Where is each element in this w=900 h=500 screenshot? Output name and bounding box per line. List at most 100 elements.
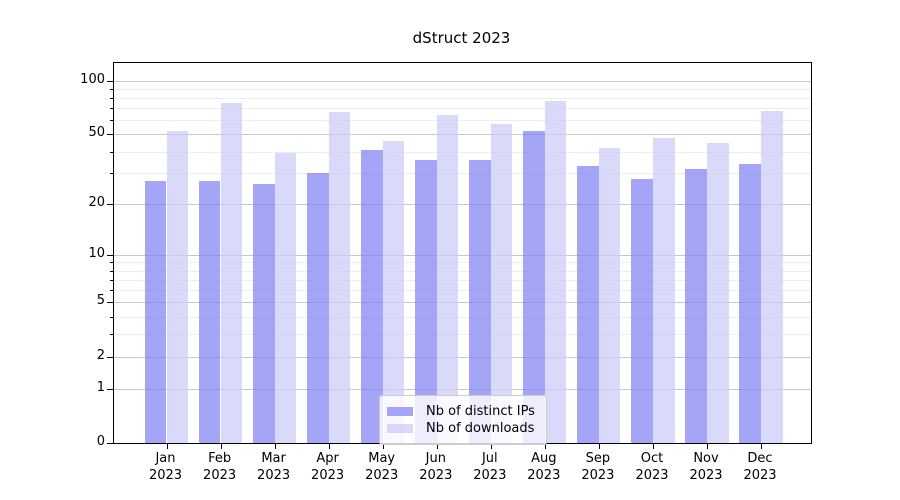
minor-gridline	[114, 173, 811, 175]
minor-gridline	[114, 270, 811, 272]
bar-distinct-ips	[307, 173, 329, 443]
legend-item-distinct-ips: Nb of distinct IPs	[387, 404, 536, 419]
major-gridline	[114, 134, 811, 136]
x-tick-label: Jun 2023	[419, 451, 453, 483]
major-gridline	[114, 302, 811, 304]
y-tick-label: 1	[96, 379, 105, 395]
y-major-tick	[107, 80, 113, 82]
y-major-tick	[107, 134, 113, 136]
x-tick-label: Jul 2023	[473, 451, 507, 483]
y-tick-label: 5	[96, 293, 105, 309]
x-tick	[328, 444, 330, 449]
legend-swatch-distinct-ips	[387, 407, 413, 416]
bar-downloads	[382, 140, 405, 443]
y-minor-tick	[110, 270, 113, 272]
bar-downloads	[490, 124, 513, 443]
bar-distinct-ips	[253, 184, 275, 443]
bar-downloads	[274, 153, 297, 443]
y-minor-tick	[110, 173, 113, 175]
minor-gridline	[114, 279, 811, 281]
y-tick-label: 0	[96, 434, 105, 449]
bar-downloads	[436, 115, 459, 443]
chart-title: dStruct 2023	[412, 29, 511, 47]
minor-gridline	[114, 290, 811, 292]
x-tick-label: Sep 2023	[581, 451, 615, 483]
plot-area	[107, 62, 812, 449]
y-major-tick	[107, 443, 113, 444]
minor-gridline	[114, 120, 811, 122]
y-tick-label: 50	[88, 125, 105, 141]
y-minor-tick	[110, 98, 113, 99]
x-tick-label: Oct 2023	[635, 451, 669, 483]
minor-gridline	[114, 108, 811, 110]
major-gridline	[114, 356, 811, 358]
x-tick-label: Apr 2023	[311, 451, 345, 483]
minor-gridline	[114, 316, 811, 318]
y-minor-tick	[110, 334, 113, 336]
x-tick	[761, 444, 762, 449]
y-tick-label: 100	[80, 71, 105, 87]
bar-downloads	[761, 110, 783, 443]
legend-label: Nb of downloads	[426, 421, 535, 436]
minor-gridline	[114, 262, 811, 264]
bar-downloads	[707, 142, 729, 443]
y-tick-label: 10	[88, 245, 105, 261]
bar-distinct-ips	[685, 168, 707, 443]
y-major-tick	[107, 388, 113, 390]
x-tick	[598, 444, 600, 449]
major-gridline	[114, 388, 811, 390]
y-minor-tick	[110, 120, 113, 122]
bar-downloads	[220, 103, 243, 443]
y-minor-tick	[110, 290, 113, 292]
x-tick-label: May 2023	[365, 451, 399, 483]
x-tick-label: Aug 2023	[527, 451, 561, 483]
bar-distinct-ips	[361, 149, 383, 443]
legend: Nb of distinct IPs Nb of downloads	[379, 395, 547, 445]
minor-gridline	[114, 98, 811, 99]
minor-gridline	[114, 88, 811, 90]
y-minor-tick	[110, 279, 113, 281]
bar-downloads	[544, 101, 567, 443]
minor-gridline	[114, 334, 811, 336]
x-tick-label: Jan 2023	[148, 451, 183, 483]
bar-downloads	[328, 111, 351, 443]
bar-downloads	[598, 147, 621, 443]
y-minor-tick	[110, 316, 113, 318]
bar-distinct-ips	[631, 178, 653, 443]
bar-distinct-ips	[739, 163, 761, 443]
bar-distinct-ips	[144, 181, 167, 443]
x-tick	[490, 444, 492, 449]
x-tick	[220, 444, 222, 449]
x-tick	[653, 444, 654, 449]
bar-distinct-ips	[415, 159, 437, 443]
legend-item-downloads: Nb of downloads	[387, 421, 536, 436]
y-major-tick	[107, 302, 113, 304]
x-tick	[544, 444, 546, 449]
x-tick	[436, 444, 438, 449]
y-tick-label: 2	[96, 347, 105, 363]
y-major-tick	[107, 356, 113, 358]
major-gridline	[114, 80, 811, 82]
x-tick	[382, 444, 384, 449]
x-tick	[166, 444, 168, 449]
x-tick-label: Nov 2023	[689, 451, 723, 483]
y-minor-tick	[110, 262, 113, 264]
y-minor-tick	[110, 151, 113, 153]
y-tick-label: 20	[88, 195, 105, 210]
x-tick	[274, 444, 276, 449]
major-gridline	[114, 254, 811, 256]
bar-distinct-ips	[469, 159, 491, 443]
minor-gridline	[114, 151, 811, 153]
bar-downloads	[166, 131, 189, 443]
major-gridline	[114, 204, 811, 205]
bar-distinct-ips	[577, 166, 599, 443]
y-major-tick	[107, 254, 113, 256]
legend-swatch-downloads	[387, 424, 413, 433]
bar-downloads	[653, 137, 675, 443]
bar-distinct-ips	[523, 131, 545, 443]
x-tick	[707, 444, 708, 449]
y-major-tick	[107, 204, 113, 205]
x-tick-label: Mar 2023	[257, 451, 291, 483]
y-minor-tick	[110, 88, 113, 90]
